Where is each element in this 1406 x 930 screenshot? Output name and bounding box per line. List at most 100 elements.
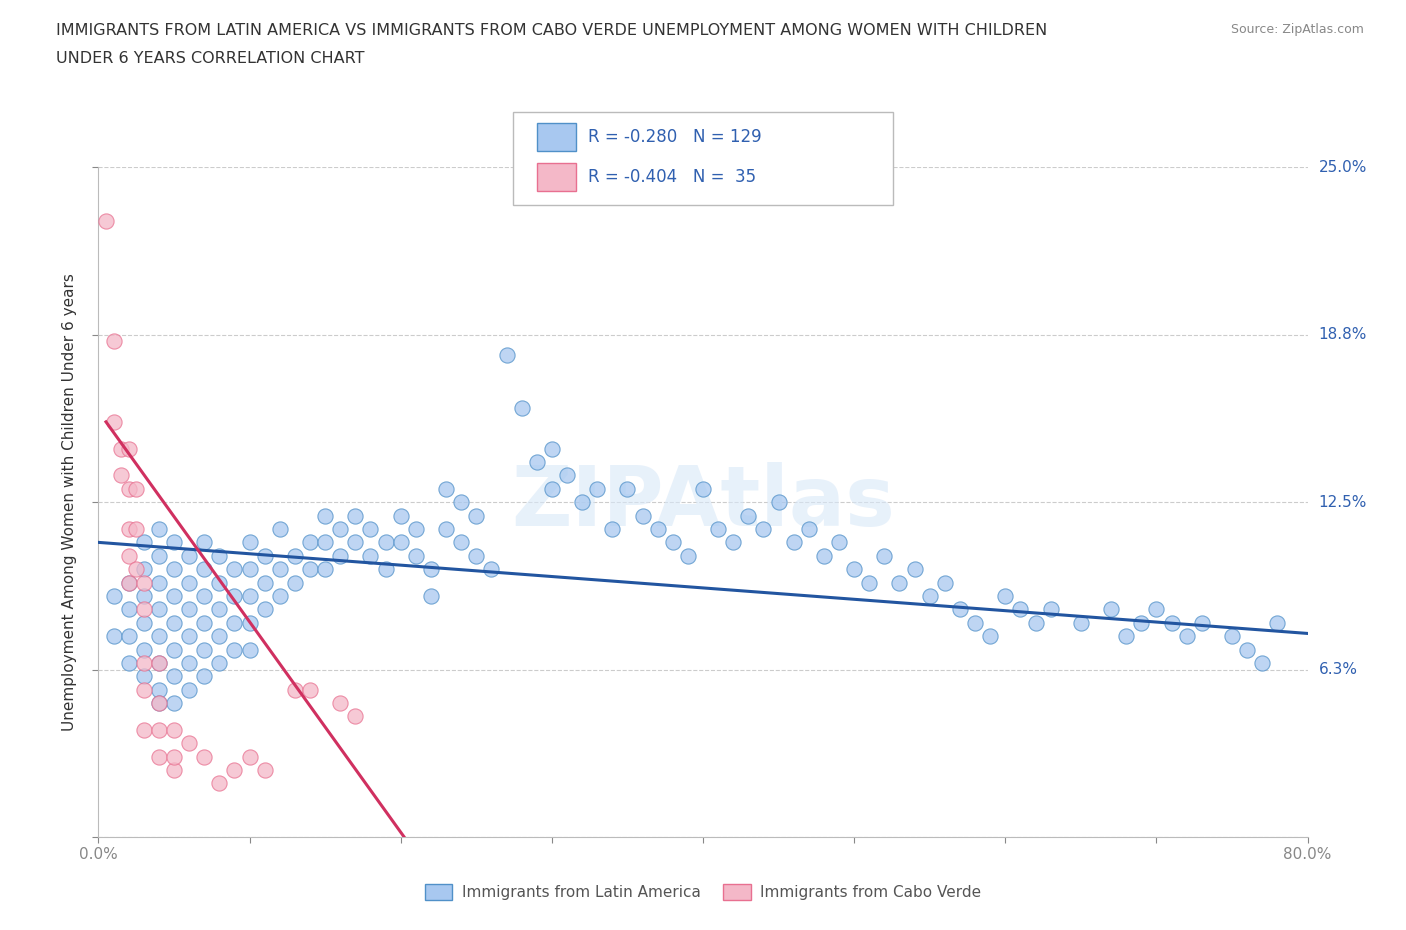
Point bbox=[110, 468, 132, 483]
Point bbox=[873, 549, 896, 564]
Point bbox=[253, 549, 276, 564]
Point bbox=[239, 750, 262, 764]
Point bbox=[163, 642, 186, 657]
Point bbox=[889, 575, 911, 590]
Point bbox=[132, 562, 155, 577]
Point bbox=[344, 508, 367, 523]
Point bbox=[299, 683, 322, 698]
Text: Source: ZipAtlas.com: Source: ZipAtlas.com bbox=[1230, 23, 1364, 36]
Point bbox=[148, 750, 170, 764]
Point bbox=[193, 562, 215, 577]
Point bbox=[1236, 642, 1258, 657]
Point bbox=[163, 562, 186, 577]
Point bbox=[450, 535, 472, 550]
Point bbox=[177, 736, 201, 751]
Point bbox=[676, 549, 699, 564]
Point bbox=[132, 589, 155, 604]
Point bbox=[782, 535, 804, 550]
Point bbox=[148, 723, 170, 737]
Point bbox=[329, 696, 352, 711]
Point bbox=[148, 683, 170, 698]
Point bbox=[132, 535, 155, 550]
Point bbox=[1265, 616, 1288, 631]
Text: 18.8%: 18.8% bbox=[1319, 327, 1367, 342]
Point bbox=[540, 482, 562, 497]
Point bbox=[208, 602, 231, 617]
Point bbox=[314, 562, 336, 577]
Point bbox=[1220, 629, 1243, 644]
Point bbox=[148, 602, 170, 617]
Point bbox=[103, 589, 125, 604]
Point bbox=[405, 549, 427, 564]
Point bbox=[465, 549, 488, 564]
Point bbox=[994, 589, 1017, 604]
Point bbox=[208, 575, 231, 590]
Point bbox=[965, 616, 987, 631]
Point bbox=[253, 602, 276, 617]
Point bbox=[314, 535, 336, 550]
Point bbox=[208, 549, 231, 564]
Point bbox=[269, 589, 291, 604]
Point bbox=[239, 535, 262, 550]
Point bbox=[1251, 656, 1274, 671]
Point bbox=[239, 589, 262, 604]
Point bbox=[299, 535, 322, 550]
Point bbox=[481, 562, 503, 577]
Text: UNDER 6 YEARS CORRELATION CHART: UNDER 6 YEARS CORRELATION CHART bbox=[56, 51, 364, 66]
Point bbox=[118, 522, 141, 537]
Point bbox=[284, 549, 307, 564]
Point bbox=[1024, 616, 1046, 631]
Point bbox=[163, 535, 186, 550]
Point bbox=[177, 549, 201, 564]
Point bbox=[1144, 602, 1167, 617]
Point bbox=[434, 482, 457, 497]
Point bbox=[148, 656, 170, 671]
Point bbox=[465, 508, 488, 523]
Point bbox=[148, 696, 170, 711]
Point bbox=[979, 629, 1001, 644]
Point bbox=[526, 455, 548, 470]
Point bbox=[163, 723, 186, 737]
Point bbox=[253, 763, 276, 777]
Point bbox=[103, 415, 125, 430]
Point bbox=[224, 763, 246, 777]
Point bbox=[163, 616, 186, 631]
Text: IMMIGRANTS FROM LATIN AMERICA VS IMMIGRANTS FROM CABO VERDE UNEMPLOYMENT AMONG W: IMMIGRANTS FROM LATIN AMERICA VS IMMIGRA… bbox=[56, 23, 1047, 38]
Point bbox=[132, 616, 155, 631]
Point bbox=[797, 522, 820, 537]
Point bbox=[110, 441, 132, 456]
Point bbox=[118, 441, 141, 456]
Point bbox=[148, 696, 170, 711]
Point bbox=[450, 495, 472, 510]
Point bbox=[208, 656, 231, 671]
Point bbox=[118, 629, 141, 644]
Point bbox=[224, 562, 246, 577]
Point bbox=[269, 562, 291, 577]
Point bbox=[132, 723, 155, 737]
Point bbox=[721, 535, 744, 550]
Point bbox=[707, 522, 730, 537]
Point bbox=[224, 616, 246, 631]
Legend: Immigrants from Latin America, Immigrants from Cabo Verde: Immigrants from Latin America, Immigrant… bbox=[419, 878, 987, 907]
Point bbox=[284, 575, 307, 590]
Point bbox=[239, 562, 262, 577]
Point bbox=[118, 575, 141, 590]
Point bbox=[118, 656, 141, 671]
Point bbox=[1115, 629, 1137, 644]
Text: 25.0%: 25.0% bbox=[1319, 160, 1367, 175]
Point bbox=[177, 602, 201, 617]
Point bbox=[1039, 602, 1062, 617]
Point bbox=[1130, 616, 1153, 631]
Point bbox=[737, 508, 759, 523]
Point bbox=[118, 602, 141, 617]
Point bbox=[239, 642, 262, 657]
Point bbox=[132, 575, 155, 590]
Point bbox=[434, 522, 457, 537]
Point bbox=[1175, 629, 1198, 644]
Point bbox=[918, 589, 941, 604]
Point bbox=[284, 683, 307, 698]
Point bbox=[828, 535, 851, 550]
Point bbox=[374, 562, 396, 577]
Point bbox=[177, 656, 201, 671]
Point bbox=[647, 522, 669, 537]
